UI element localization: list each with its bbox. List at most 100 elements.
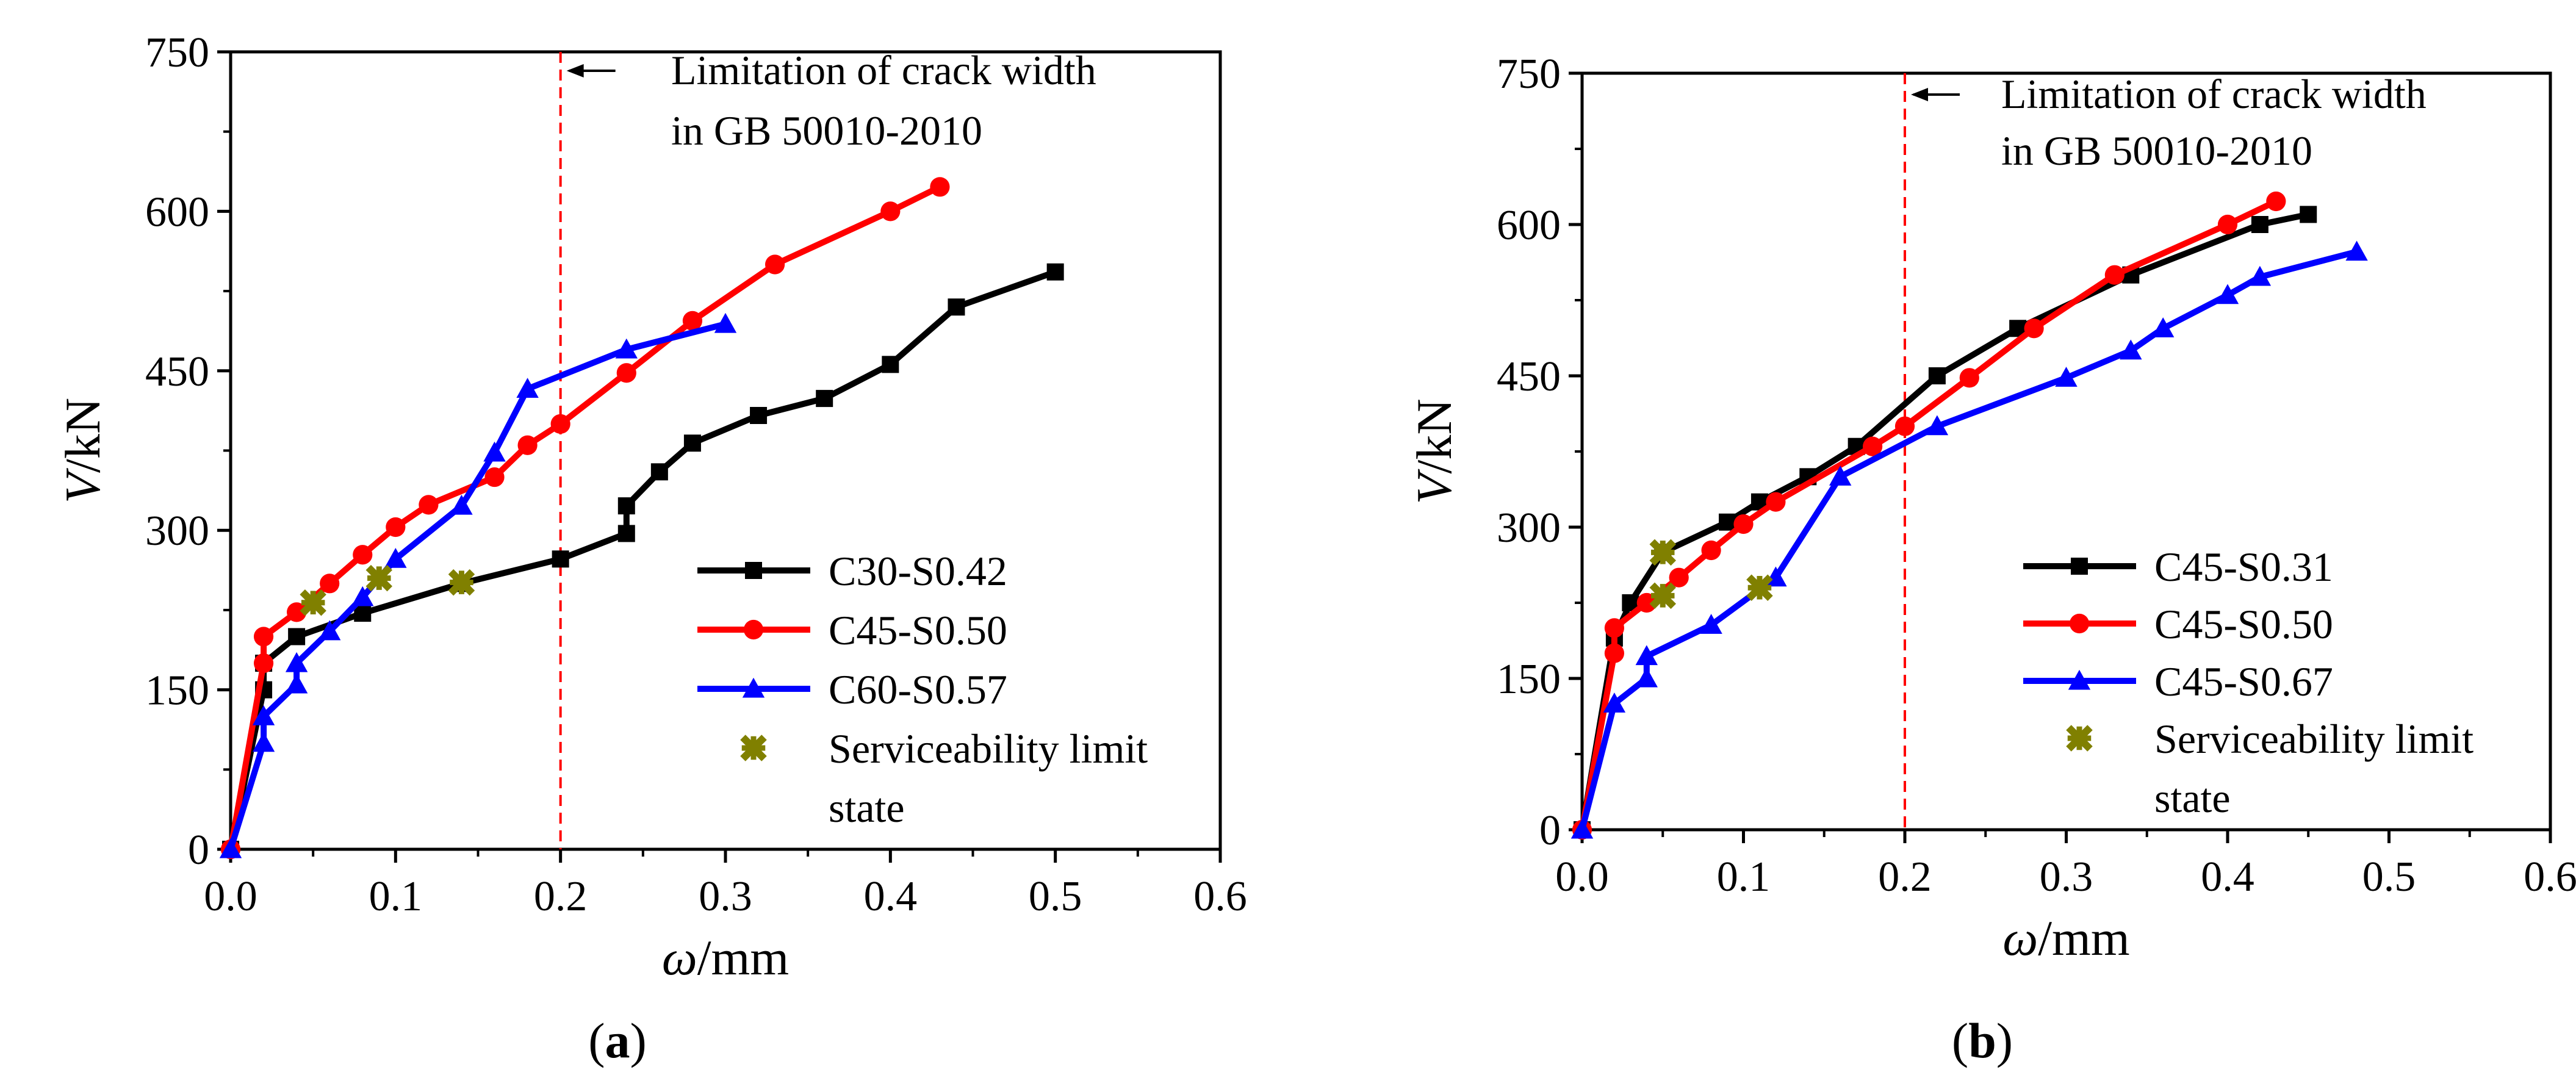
x-axis-unit: /mm — [697, 930, 789, 985]
data-point-circle — [1894, 416, 1915, 436]
data-point-circle — [2069, 613, 2090, 634]
x-axis-symbol: ω — [2002, 910, 2038, 966]
data-point-triangle — [1829, 466, 1852, 486]
caption-letter: a — [605, 1013, 630, 1068]
data-point-triangle — [1926, 415, 1949, 436]
x-tick-label: 0.5 — [1029, 873, 1082, 920]
y-tick-label: 0 — [188, 827, 209, 874]
y-axis-unit: /kN — [55, 398, 110, 473]
data-point-square — [750, 406, 768, 424]
y-axis-title: V/kN — [1406, 398, 1462, 504]
caption-paren-close: ) — [1996, 1013, 2013, 1068]
y-tick-label: 450 — [1497, 353, 1561, 400]
data-point-triangle — [252, 705, 275, 725]
data-point-square — [816, 390, 833, 408]
data-point-circle — [743, 619, 764, 640]
caption-paren-close: ) — [630, 1013, 647, 1068]
y-tick-label: 300 — [1497, 505, 1561, 552]
legend-label: C45-S0.50 — [829, 607, 1007, 653]
data-point-cross — [1649, 582, 1676, 610]
legend-label: C60-S0.57 — [829, 666, 1007, 713]
series-line — [228, 268, 1057, 850]
data-point-triangle — [1635, 645, 1658, 666]
legend: C30-S0.42 C45-S0.50 C60-S0.57 Serviceabilit… — [697, 548, 1148, 831]
data-point-triangle — [1700, 614, 1722, 634]
annotation-line-2: in GB 50010-2010 — [671, 107, 982, 154]
data-point-cross — [2066, 725, 2093, 752]
data-point-triangle — [714, 312, 737, 333]
x-tick-label: 0.1 — [1717, 854, 1771, 901]
x-tick-label: 0.0 — [204, 873, 257, 920]
data-point-square — [683, 434, 701, 452]
data-point-circle — [682, 311, 703, 331]
caption-letter: b — [1968, 1013, 1996, 1068]
x-tick-label: 0.1 — [369, 873, 423, 920]
series-c60-s0-57 — [219, 312, 737, 858]
y-axis-unit: /kN — [1406, 398, 1462, 473]
legend-item: C45-S0.67 — [2023, 658, 2333, 705]
y-tick-label: 150 — [1497, 656, 1561, 703]
data-point-square — [650, 463, 668, 481]
x-tick-label: 0.3 — [2040, 854, 2093, 901]
data-point-cross — [740, 735, 767, 761]
data-point-cross — [300, 589, 326, 616]
data-point-triangle — [285, 673, 308, 694]
data-point-circle — [1863, 436, 1883, 456]
data-point-circle — [550, 414, 570, 434]
annotation-arrow-head — [566, 64, 584, 77]
legend-label: Serviceability limit — [2154, 716, 2473, 762]
data-point-circle — [2266, 191, 2286, 212]
data-point-square — [288, 628, 306, 645]
panel-a: 0.0 0.1 0.2 0.3 0.4 0.5 0.6 0 150 300 450 600 750 ω/m… — [55, 29, 1247, 985]
annotation-line-1: Limitation of crack width — [2001, 71, 2427, 117]
data-point-triangle — [615, 338, 638, 359]
data-point-triangle — [285, 652, 308, 672]
data-point-triangle — [252, 732, 275, 752]
data-point-triangle — [2248, 265, 2272, 286]
y-axis-title: V/kN — [55, 398, 110, 503]
data-point-triangle — [1635, 667, 1658, 688]
data-point-triangle — [2055, 367, 2078, 387]
x-axis-symbol: ω — [662, 930, 697, 985]
data-point-square — [948, 298, 965, 316]
data-point-triangle — [516, 378, 539, 398]
data-point-triangle — [318, 620, 341, 641]
series-line — [228, 321, 727, 850]
x-axis-title: ω/mm — [662, 930, 789, 985]
y-tick-label: 600 — [145, 189, 209, 236]
data-point-square — [617, 525, 635, 542]
panel-a-caption: (a) — [588, 1013, 647, 1068]
y-axis-symbol: V — [55, 468, 110, 503]
data-point-square — [882, 356, 899, 373]
data-point-triangle — [2216, 284, 2239, 304]
data-point-square — [552, 550, 569, 568]
data-point-cross — [448, 569, 475, 596]
series-c45-s0-50 — [220, 177, 950, 860]
legend-label: C45-S0.31 — [2154, 544, 2333, 590]
legend: C45-S0.31 C45-S0.50 C45-S0.67 Serviceabilit… — [2023, 544, 2473, 821]
legend-label: C45-S0.67 — [2154, 658, 2333, 705]
data-point-square — [1719, 513, 1736, 531]
x-axis-unit: /mm — [2038, 910, 2129, 966]
data-point-triangle — [1570, 818, 1594, 839]
data-point-triangle — [450, 494, 473, 515]
data-point-circle — [320, 574, 340, 594]
x-tick-label: 0.2 — [1878, 854, 1932, 901]
y-tick-label: 750 — [145, 29, 209, 76]
caption-paren-open: ( — [588, 1013, 605, 1068]
data-point-cross — [1746, 574, 1773, 601]
data-point-square — [2071, 558, 2088, 575]
data-point-triangle — [351, 586, 374, 606]
x-tick-label: 0.4 — [864, 873, 918, 920]
legend-label: C30-S0.42 — [829, 548, 1007, 594]
data-point-circle — [2104, 265, 2124, 285]
panel-b-caption: (b) — [1952, 1013, 2013, 1068]
data-point-circle — [253, 653, 274, 674]
x-tick-label: 0.5 — [2362, 854, 2416, 901]
data-point-circle — [484, 467, 505, 487]
x-tick-label: 0.3 — [699, 873, 752, 920]
data-point-circle — [419, 495, 439, 515]
data-point-square — [745, 562, 762, 579]
